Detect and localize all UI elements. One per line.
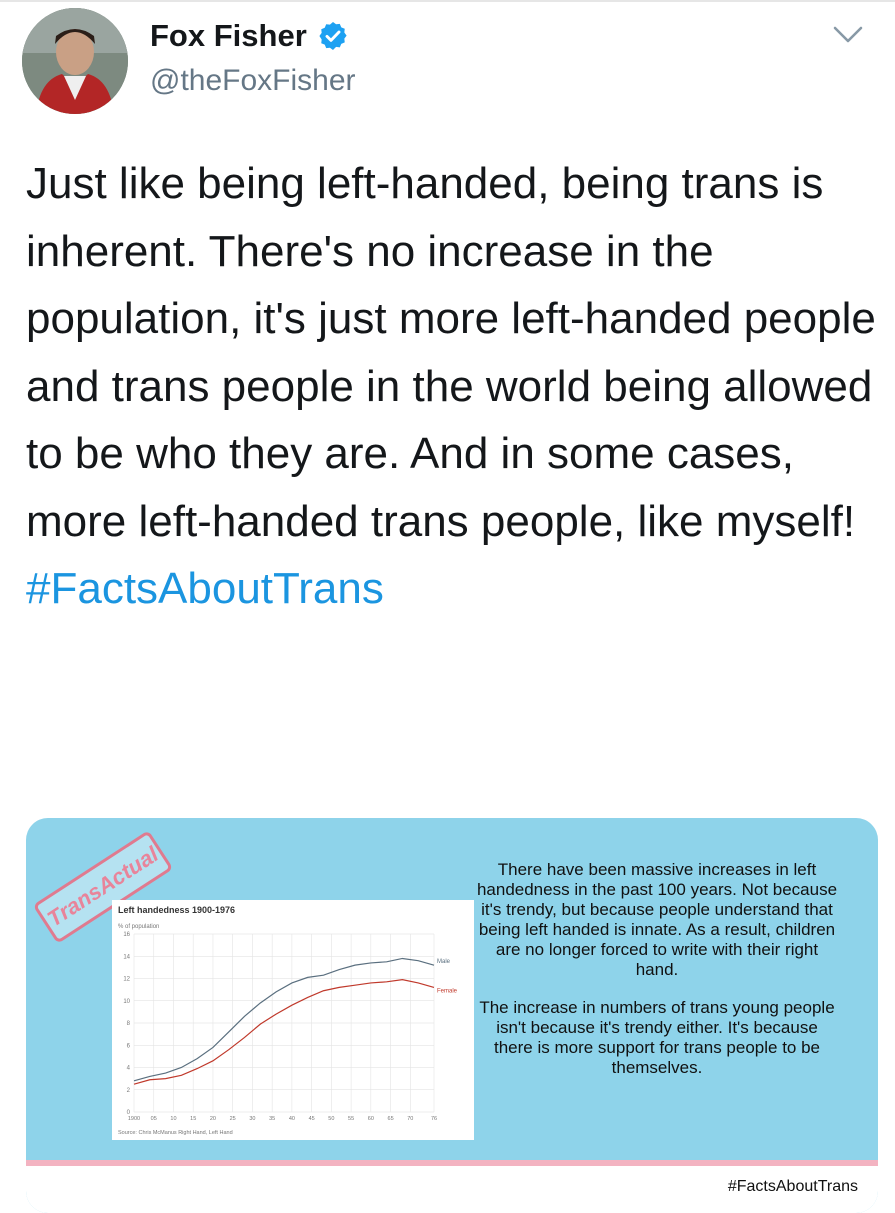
card-paragraph-2: The increase in numbers of trans young p… [479,998,835,1077]
tweet-image-card[interactable]: TransActual 0 2 4 6 8 10 12 14 16 1900 05 10 15 20 25 3… [26,818,878,1213]
chart-x-tick-label: 05 [151,1116,157,1122]
chart-y-tick-label: 0 [127,1110,131,1116]
card-info-text: There have been massive increases in lef… [476,860,838,1096]
chart-x-tick-label: 10 [170,1116,176,1122]
chart-y-tick-label: 10 [123,999,130,1005]
chart-series-male [133,957,435,1082]
chart-x-tick-label: 1900 [128,1116,140,1122]
chart-x-tick-label: 20 [210,1116,216,1122]
chart-x-tick-label: 70 [407,1116,413,1122]
chart-x-tick-label: 50 [328,1116,334,1122]
chart-y-tick-label: 4 [127,1066,131,1072]
user-handle[interactable]: @theFoxFisher [150,64,356,97]
chart-source: Source: Chris McManus Right Hand, Left H… [118,1130,233,1136]
chart-y-tick-label: 14 [123,954,130,960]
verified-badge-icon [319,22,347,50]
chart-x-tick-label: 60 [368,1116,374,1122]
chart-y-tick-label: 2 [127,1088,131,1094]
chart-ylabel: % of population [118,924,160,930]
chart-series-label: Female [437,988,458,994]
chevron-down-icon[interactable] [832,24,864,46]
card-paragraph-1: There have been massive increases in lef… [476,860,838,979]
chart-x-tick-label: 35 [269,1116,275,1122]
chart-x-tick-label: 65 [388,1116,394,1122]
hashtag-link[interactable]: #FactsAboutTrans [26,564,384,613]
tweet-text: Just like being left-handed, being trans… [26,150,886,623]
chart-title: Left handedness 1900-1976 [118,905,236,915]
flag-pink-stripe [26,1160,878,1166]
chart-x-tick-label: 30 [249,1116,255,1122]
card-hashtag: #FactsAboutTrans [727,1178,858,1195]
tweet-body: Just like being left-handed, being trans… [26,159,876,546]
avatar[interactable] [22,8,128,114]
chart-panel: 0 2 4 6 8 10 12 14 16 1900 05 10 15 20 25 30 35 40 45 50 55 6… [112,900,474,1140]
chart-x-tick-label: 15 [190,1116,196,1122]
chart-y-tick-label: 16 [123,932,130,938]
chart-y-tick-label: 12 [123,977,130,983]
chart-y-tick-label: 6 [127,1043,131,1049]
display-name[interactable]: Fox Fisher [150,18,307,53]
chart-series-female [133,979,435,1085]
top-divider [0,0,895,2]
chart-x-tick-label: 40 [289,1116,295,1122]
left-handedness-chart: 0 2 4 6 8 10 12 14 16 1900 05 10 15 20 25 30 35 40 45 50 55 6… [123,932,458,1122]
chart-x-tick-label: 76 [431,1116,437,1122]
chart-x-tick-label: 25 [230,1116,236,1122]
chart-x-tick-label: 55 [348,1116,354,1122]
chart-series-label: Male [437,959,451,965]
chart-y-tick-label: 8 [127,1021,131,1027]
chart-x-tick-label: 45 [309,1116,315,1122]
